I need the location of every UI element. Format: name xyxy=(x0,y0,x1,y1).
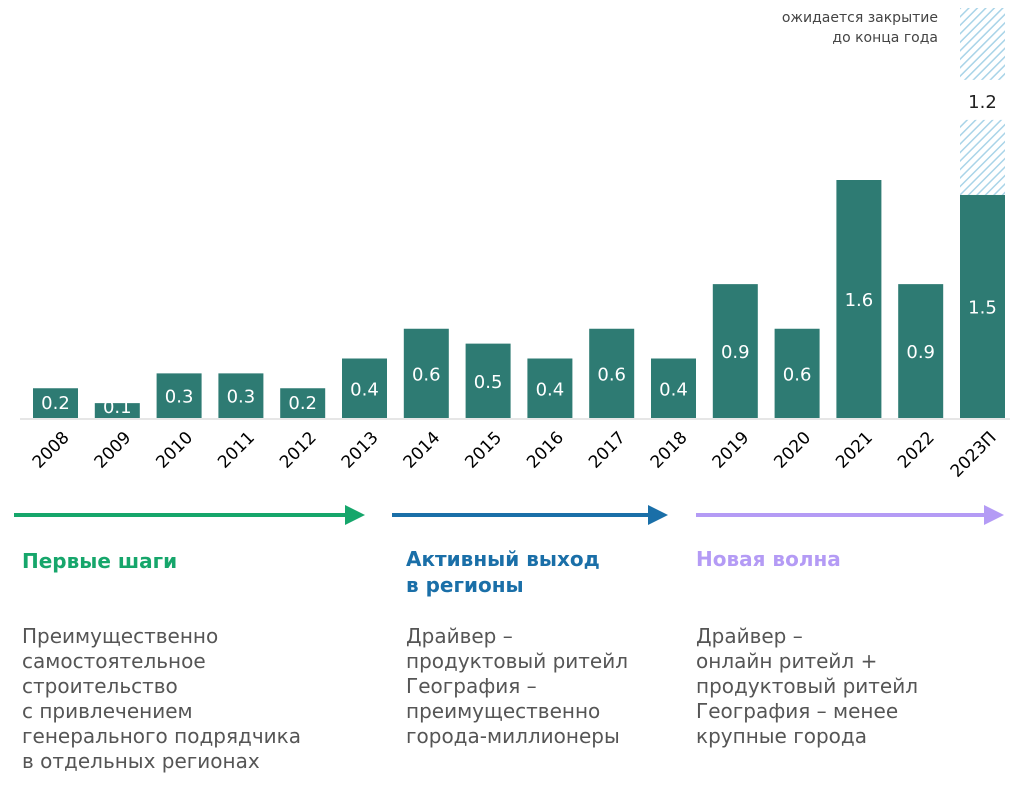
bar-2022 xyxy=(898,284,944,418)
expected-value-label: 1.2 xyxy=(968,92,997,113)
bar-value-label: 0.1 xyxy=(103,397,132,418)
x-tick-label: 2012 xyxy=(276,428,321,473)
x-tick-label: 2015 xyxy=(461,428,506,473)
bar-value-label: 0.3 xyxy=(165,387,194,408)
phase-description: Преимущественно самостоятельное строител… xyxy=(22,624,301,773)
bar-2019 xyxy=(712,284,758,418)
bar-value-label: 1.5 xyxy=(968,297,997,318)
bar-value-label: 0.6 xyxy=(412,364,441,385)
bar-2017 xyxy=(589,328,635,418)
x-tick-label: 2008 xyxy=(29,428,74,473)
phase-description: Драйвер – продуктовый ритейл География –… xyxy=(406,624,629,748)
bar-value-label: 0.3 xyxy=(227,387,256,408)
bar-2013 xyxy=(342,358,387,418)
phase-description: Драйвер – онлайн ритейл + продуктовый ри… xyxy=(696,624,919,748)
bar-2023П xyxy=(960,194,1005,418)
bar-2012 xyxy=(280,388,326,418)
bar-2011 xyxy=(218,373,264,418)
phase-arrow xyxy=(392,505,668,525)
bar-value-label: 0.5 xyxy=(474,372,503,393)
bar-2008 xyxy=(33,388,78,418)
phase-arrow xyxy=(14,505,365,525)
x-tick-label: 2010 xyxy=(152,428,197,473)
x-tick-label: 2020 xyxy=(770,428,815,473)
x-axis-ticks: 2008 2009 2010 2011 2012 2013 2014 2015 2016 2017… xyxy=(29,428,1001,482)
bar-value-label: 0.6 xyxy=(783,364,812,385)
x-tick-label: 2011 xyxy=(214,428,259,473)
bar-2018 xyxy=(651,358,696,418)
bar-value-label: 0.9 xyxy=(721,342,750,363)
bar-expected-segment xyxy=(960,119,1005,195)
phase-title: Новая волна xyxy=(696,547,841,571)
bar-value-label: 0.2 xyxy=(288,393,317,414)
bar-value-label: 0.6 xyxy=(597,364,626,385)
bar-2014 xyxy=(403,328,449,418)
bar-value-label: 0.9 xyxy=(906,342,935,363)
bar-value-label: 1.6 xyxy=(845,290,874,311)
phase-title: Первые шаги xyxy=(22,549,178,573)
x-tick-label: 2017 xyxy=(585,428,630,473)
bar-value-label: 0.4 xyxy=(659,379,688,400)
phase-arrow xyxy=(696,505,1004,525)
bars-group: 0.2 0.1 0.3 0.3 0.2 0.4 0.6 0.5 0.4 0.6 0.4 0.9 0.6 1… xyxy=(33,8,1005,418)
bar-2009 xyxy=(94,403,140,418)
bar-2021 xyxy=(836,180,882,418)
x-tick-label: 2016 xyxy=(523,428,568,473)
x-tick-label: 2009 xyxy=(91,428,136,473)
bar-value-label: 0.4 xyxy=(536,379,565,400)
x-tick-label: 2022 xyxy=(894,428,939,473)
bar-expected-segment-top xyxy=(960,8,1005,80)
x-tick-label: 2013 xyxy=(338,428,383,473)
phase-title: Активный выход в регионы xyxy=(406,547,600,597)
x-tick-label: 2021 xyxy=(832,428,877,473)
bar-chart: 0.2 0.1 0.3 0.3 0.2 0.4 0.6 0.5 0.4 0.6 0.4 0.9 0.6 1… xyxy=(20,8,1010,482)
x-tick-label: 2019 xyxy=(709,428,754,473)
bar-2016 xyxy=(527,358,573,418)
bar-2010 xyxy=(156,373,202,418)
x-tick-label: 2018 xyxy=(647,428,692,473)
x-tick-label: 2023П xyxy=(947,428,1001,482)
bar-value-label: 0.4 xyxy=(350,379,379,400)
x-tick-label: 2014 xyxy=(400,428,445,473)
bar-2015 xyxy=(465,343,511,418)
bar-value-label: 0.2 xyxy=(41,393,70,414)
expected-closing-note: ожидается закрытие до конца года xyxy=(781,10,938,46)
bar-2020 xyxy=(774,328,820,418)
